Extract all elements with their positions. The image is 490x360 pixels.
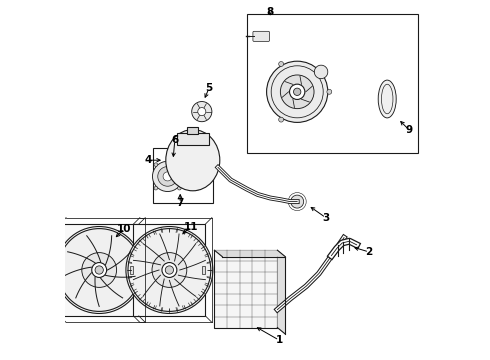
Wedge shape <box>315 65 328 78</box>
Circle shape <box>92 262 107 278</box>
Circle shape <box>267 61 328 122</box>
Text: 3: 3 <box>322 213 330 223</box>
Circle shape <box>198 108 206 116</box>
Circle shape <box>128 229 211 311</box>
Circle shape <box>58 229 141 311</box>
Circle shape <box>290 84 305 99</box>
Ellipse shape <box>195 163 201 190</box>
Bar <box>60 224 139 316</box>
Circle shape <box>162 262 177 278</box>
Circle shape <box>56 226 143 314</box>
Circle shape <box>192 102 212 122</box>
Circle shape <box>327 89 332 94</box>
Bar <box>247 14 418 153</box>
Text: 11: 11 <box>184 222 198 232</box>
Circle shape <box>154 163 158 166</box>
Circle shape <box>154 186 158 190</box>
Bar <box>133 224 205 316</box>
Bar <box>56 266 60 274</box>
Circle shape <box>95 266 103 274</box>
Circle shape <box>279 117 284 122</box>
Ellipse shape <box>378 80 396 118</box>
Circle shape <box>126 226 213 314</box>
Circle shape <box>294 88 301 95</box>
Bar <box>130 266 133 274</box>
Text: 7: 7 <box>176 198 184 208</box>
Circle shape <box>177 186 181 190</box>
Circle shape <box>177 163 181 166</box>
Circle shape <box>291 195 304 208</box>
Bar <box>215 250 277 328</box>
Text: 10: 10 <box>117 224 132 234</box>
Ellipse shape <box>166 130 220 191</box>
Circle shape <box>158 167 177 186</box>
Bar <box>202 266 205 274</box>
Text: 5: 5 <box>205 83 213 93</box>
Circle shape <box>163 172 172 181</box>
Circle shape <box>152 161 183 192</box>
Bar <box>187 126 198 134</box>
Circle shape <box>280 75 314 109</box>
Text: 8: 8 <box>267 6 274 17</box>
Circle shape <box>152 253 187 287</box>
Circle shape <box>279 62 284 67</box>
FancyBboxPatch shape <box>253 31 270 41</box>
Circle shape <box>82 253 117 287</box>
Text: 1: 1 <box>275 335 283 345</box>
Bar <box>135 266 139 274</box>
Text: 6: 6 <box>171 135 178 145</box>
Circle shape <box>165 266 173 274</box>
Bar <box>176 132 209 145</box>
Text: 4: 4 <box>144 155 151 165</box>
Text: 2: 2 <box>366 247 373 257</box>
Polygon shape <box>215 250 285 257</box>
Text: 9: 9 <box>405 125 413 135</box>
Bar <box>153 148 213 203</box>
Polygon shape <box>277 250 285 334</box>
